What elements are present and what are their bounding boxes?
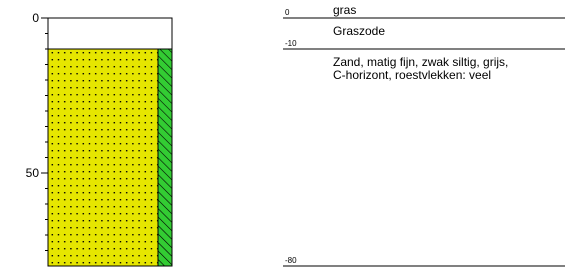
- y-tick-label: 0: [32, 11, 39, 25]
- boundary-label: 0: [285, 8, 290, 17]
- soil-pattern: [48, 49, 158, 266]
- y-tick-label: 50: [26, 166, 40, 180]
- boundary-label: -10: [285, 39, 297, 48]
- boring-log: 0 50 0 -10 -80 gras Graszode Zand, matig fijn, …: [0, 0, 565, 268]
- page: 0 50 0 -10 -80 gras Graszode Zand, matig fijn, …: [0, 0, 565, 268]
- strip-hatch: [158, 49, 172, 266]
- layer-description: C-horizont, roestvlekken: veel: [333, 68, 491, 82]
- boundary-label: -80: [285, 256, 297, 265]
- layer-description: Graszode: [333, 24, 385, 38]
- surface-label: gras: [333, 3, 356, 17]
- soil-layer: [48, 18, 172, 49]
- layer-description: Zand, matig fijn, zwak siltig, grijs,: [333, 55, 508, 69]
